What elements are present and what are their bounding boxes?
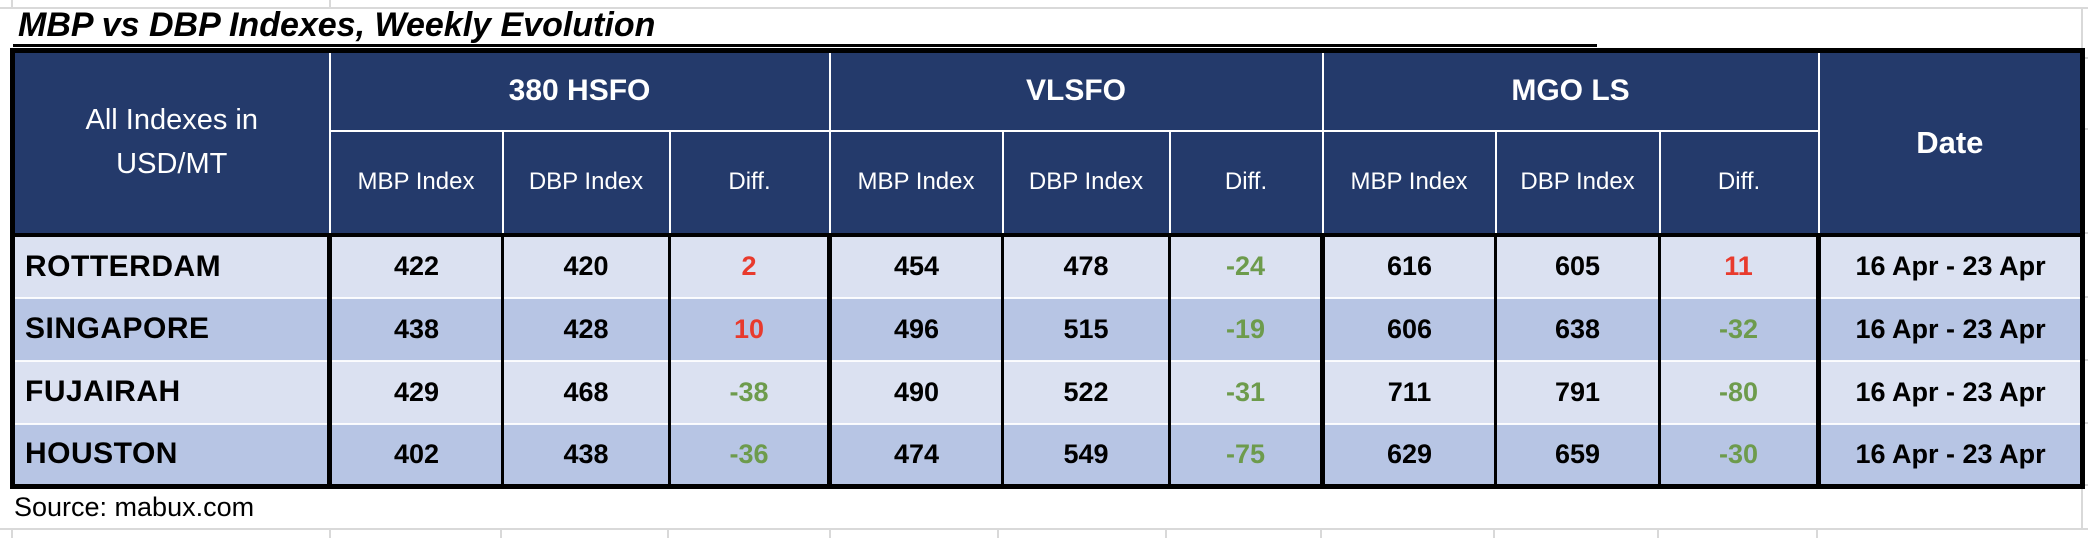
vlsfo-dbp-value: 478 xyxy=(1001,232,1170,298)
vlsfo-diff-value: -19 xyxy=(1168,296,1323,361)
gridline-bottom-tick xyxy=(1816,530,1818,538)
group-header-mgols: MGO LS xyxy=(1321,49,1820,132)
indexes-table: All Indexes in USD/MT 380 HSFO VLSFO MGO… xyxy=(10,48,2086,489)
page-title: MBP vs DBP Indexes, Weekly Evolution xyxy=(18,6,656,44)
table-row: ROTTERDAM 422 420 2 454 478 -24 616 605 … xyxy=(12,232,2083,298)
group-header-vlsfo: VLSFO xyxy=(828,49,1324,132)
port-name: FUJAIRAH xyxy=(12,359,330,424)
mgo-diff-value: -32 xyxy=(1658,296,1819,361)
vlsfo-mbp-value: 454 xyxy=(827,232,1003,298)
subheader-hsfo-diff: Diff. xyxy=(668,129,831,236)
hsfo-diff-value: -36 xyxy=(667,422,830,487)
subheader-mgo-dbp: DBP Index xyxy=(1494,129,1661,236)
gridline-right-stub xyxy=(2083,296,2088,298)
port-name: ROTTERDAM xyxy=(12,232,330,298)
date-range: 16 Apr - 23 Apr xyxy=(1816,359,2083,424)
hsfo-diff-value: 2 xyxy=(667,232,830,298)
gridline-right-stub xyxy=(2083,484,2088,486)
gridline-bottom-horizontal xyxy=(0,528,2088,530)
table-row: HOUSTON 402 438 -36 474 549 -75 629 659 … xyxy=(12,422,2083,487)
subheader-hsfo-dbp: DBP Index xyxy=(501,129,671,236)
vlsfo-dbp-value: 549 xyxy=(1001,422,1170,487)
hsfo-dbp-value: 420 xyxy=(501,232,670,298)
gridline-right-stub xyxy=(2083,359,2088,361)
vlsfo-diff-value: -31 xyxy=(1168,359,1323,424)
mgo-diff-value: -80 xyxy=(1658,359,1819,424)
gridline-right-stub xyxy=(2083,128,2088,130)
source-credit: Source: mabux.com xyxy=(14,492,255,522)
gridline-right-stub xyxy=(2083,422,2088,424)
port-name: SINGAPORE xyxy=(12,296,330,361)
gridline-bottom-tick xyxy=(1657,530,1659,538)
gridline-bottom-tick xyxy=(500,530,502,538)
gridline-bottom-tick xyxy=(1493,530,1495,538)
gridline-right-stub xyxy=(2083,57,2088,59)
mgo-mbp-value: 616 xyxy=(1320,232,1496,298)
vlsfo-diff-value: -75 xyxy=(1168,422,1323,487)
hsfo-mbp-value: 438 xyxy=(327,296,503,361)
subheader-vlsfo-diff: Diff. xyxy=(1168,129,1324,236)
port-name: HOUSTON xyxy=(12,422,330,487)
subheader-hsfo-mbp: MBP Index xyxy=(328,129,504,236)
date-column-header: Date xyxy=(1817,49,2084,236)
hsfo-dbp-value: 468 xyxy=(501,359,670,424)
gridline-top-tick xyxy=(11,0,13,7)
hsfo-mbp-value: 422 xyxy=(327,232,503,298)
mgo-dbp-value: 605 xyxy=(1494,232,1660,298)
hsfo-mbp-value: 402 xyxy=(327,422,503,487)
mgo-dbp-value: 791 xyxy=(1494,359,1660,424)
date-range: 16 Apr - 23 Apr xyxy=(1816,296,2083,361)
gridline-top-tick xyxy=(329,0,331,7)
subheader-vlsfo-mbp: MBP Index xyxy=(828,129,1004,236)
table-row: FUJAIRAH 429 468 -38 490 522 -31 711 791… xyxy=(12,359,2083,424)
hsfo-diff-value: -38 xyxy=(667,359,830,424)
vlsfo-mbp-value: 490 xyxy=(827,359,1003,424)
vlsfo-diff-value: -24 xyxy=(1168,232,1323,298)
gridline-bottom-tick xyxy=(11,530,13,538)
vlsfo-mbp-value: 474 xyxy=(827,422,1003,487)
corner-header: All Indexes in USD/MT xyxy=(11,49,331,236)
gridline-top-horizontal xyxy=(0,7,2088,9)
date-range: 16 Apr - 23 Apr xyxy=(1816,422,2083,487)
gridline-bottom-tick xyxy=(329,530,331,538)
gridline-bottom-tick xyxy=(1165,530,1167,538)
gridline-bottom-tick xyxy=(1320,530,1322,538)
gridline-bottom-tick xyxy=(997,530,999,538)
mgo-diff-value: -30 xyxy=(1658,422,1819,487)
vlsfo-mbp-value: 496 xyxy=(827,296,1003,361)
hsfo-dbp-value: 428 xyxy=(501,296,670,361)
table-header: All Indexes in USD/MT 380 HSFO VLSFO MGO… xyxy=(11,49,2084,236)
mgo-dbp-value: 638 xyxy=(1494,296,1660,361)
gridline-bottom-tick xyxy=(829,530,831,538)
mgo-mbp-value: 629 xyxy=(1320,422,1496,487)
vlsfo-dbp-value: 522 xyxy=(1001,359,1170,424)
group-header-380hsfo: 380 HSFO xyxy=(328,49,831,132)
table-row: SINGAPORE 438 428 10 496 515 -19 606 638… xyxy=(12,296,2083,361)
mgo-diff-value: 11 xyxy=(1658,232,1819,298)
subheader-mgo-diff: Diff. xyxy=(1658,129,1820,236)
mgo-mbp-value: 711 xyxy=(1320,359,1496,424)
mgo-dbp-value: 659 xyxy=(1494,422,1660,487)
vlsfo-dbp-value: 515 xyxy=(1001,296,1170,361)
gridline-bottom-tick xyxy=(667,530,669,538)
date-range: 16 Apr - 23 Apr xyxy=(1816,232,2083,298)
hsfo-dbp-value: 438 xyxy=(501,422,670,487)
mgo-mbp-value: 606 xyxy=(1320,296,1496,361)
subheader-vlsfo-dbp: DBP Index xyxy=(1001,129,1171,236)
gridline-right-stub xyxy=(2083,232,2088,234)
title-underline xyxy=(13,44,1597,47)
hsfo-mbp-value: 429 xyxy=(327,359,503,424)
hsfo-diff-value: 10 xyxy=(667,296,830,361)
subheader-mgo-mbp: MBP Index xyxy=(1321,129,1497,236)
